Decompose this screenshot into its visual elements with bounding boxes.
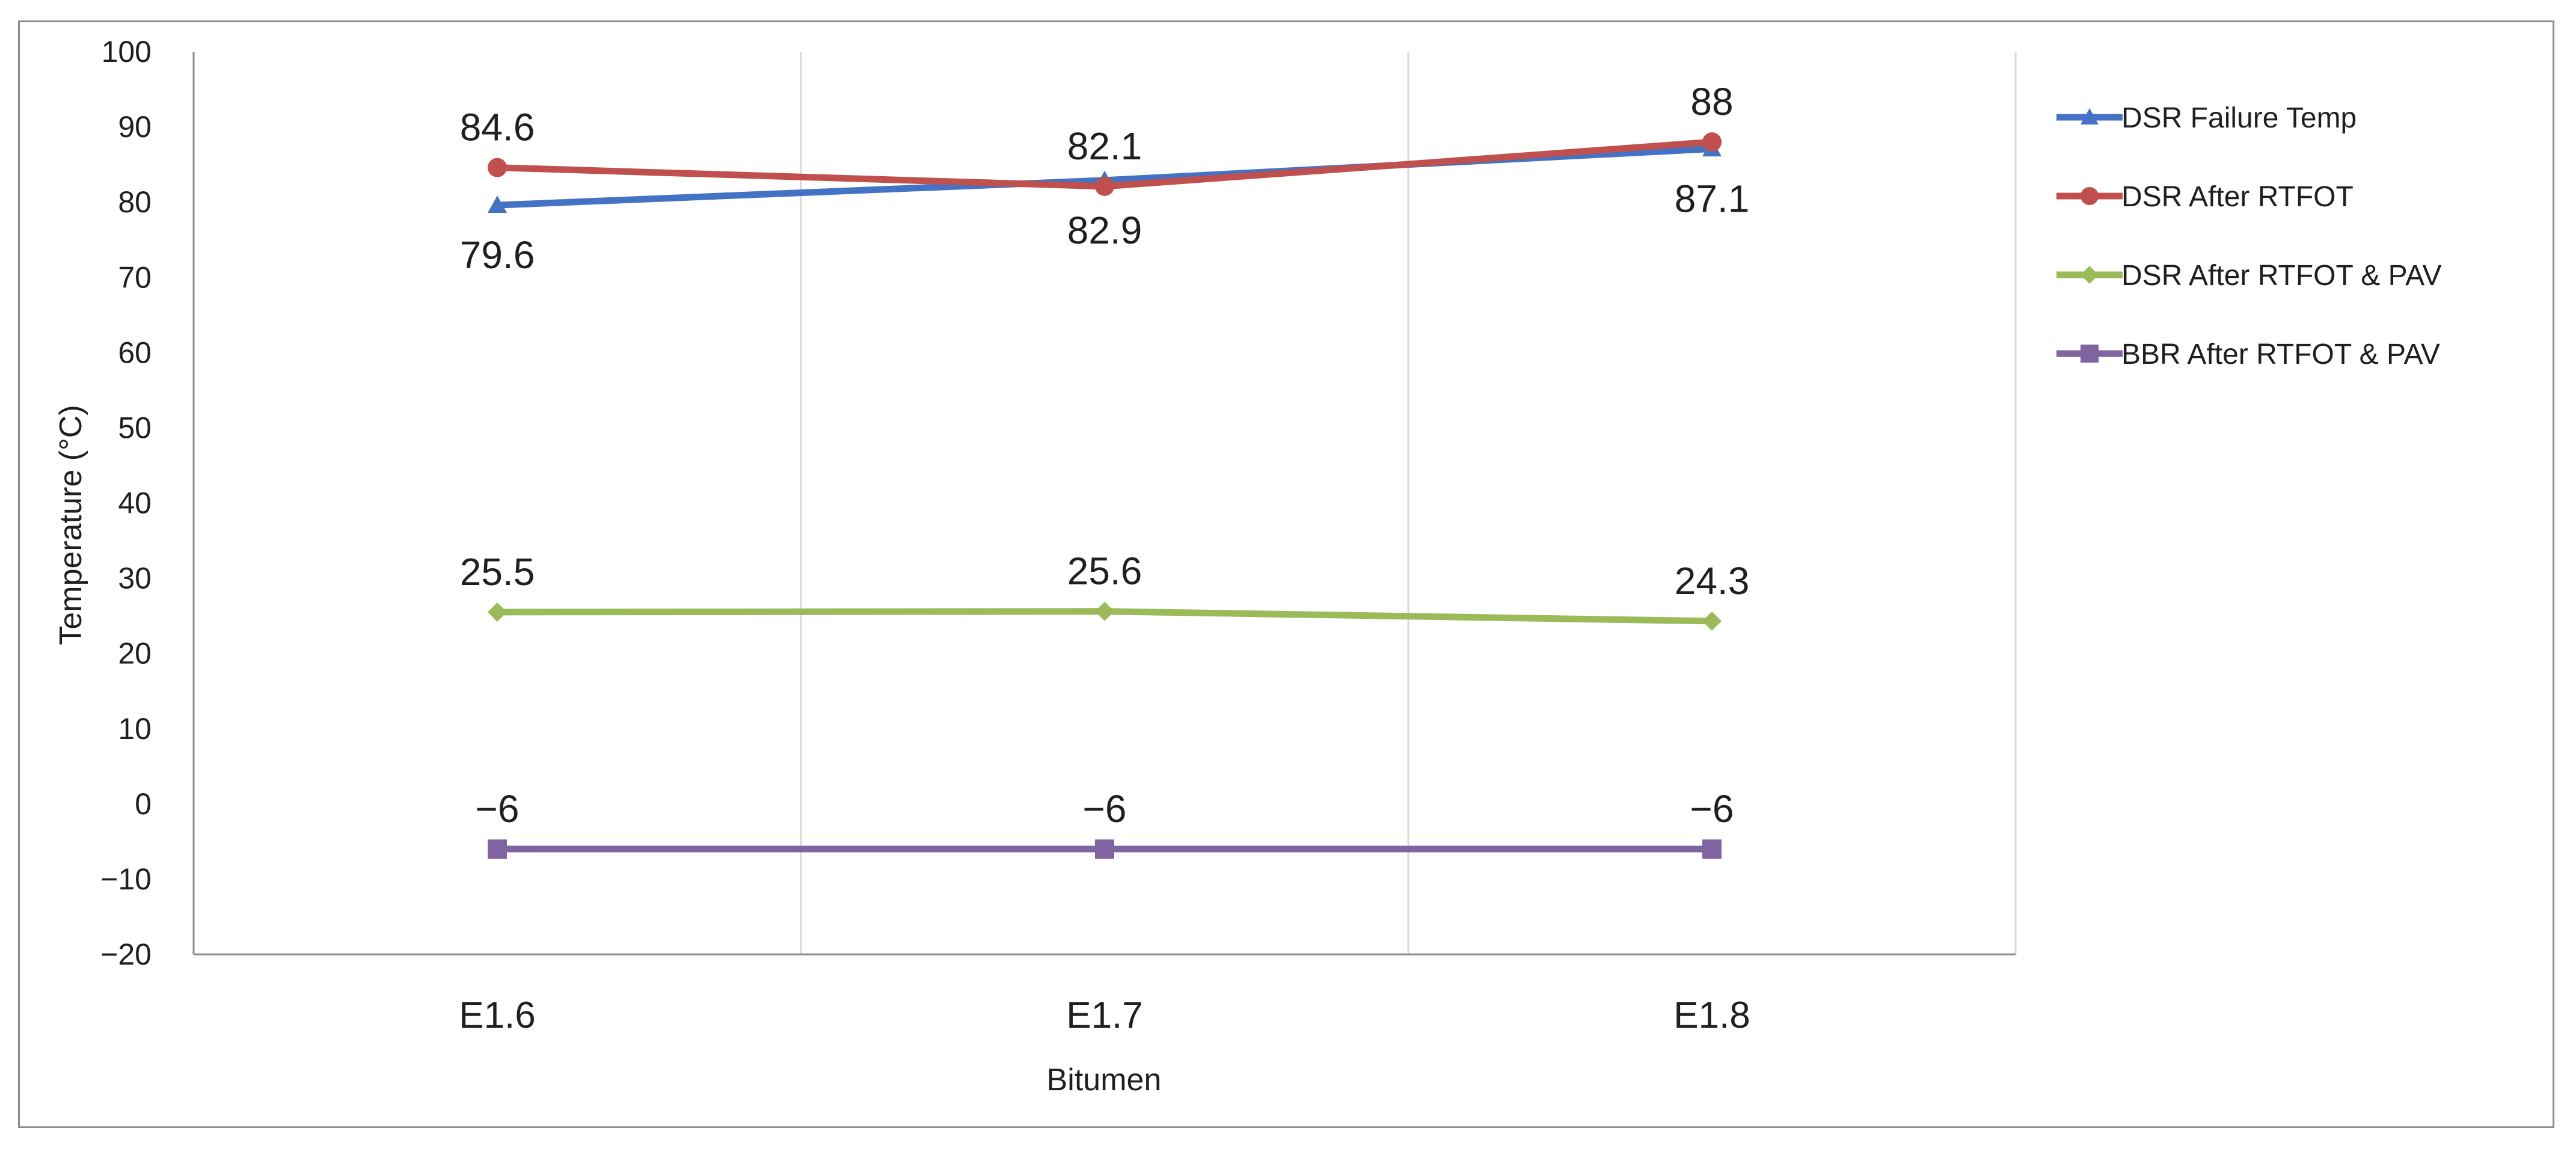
data-label: 24.3 [1675,559,1750,603]
data-point [1095,176,1114,196]
x-tick-label: E1.8 [1673,995,1750,1036]
data-point [1702,839,1722,859]
axes: −20 −10 0 10 20 30 40 50 60 70 80 90 100 E1.6 E1.7 E1.8 [100,35,2016,1036]
legend-entry: DSR After RTFOT [2056,181,2354,213]
data-label: 79.6 [460,233,535,277]
chart-frame [18,20,2554,1128]
legend-marker [2081,108,2099,124]
data-label: −6 [476,787,520,830]
y-axis-title: Temperature (°C) [54,405,88,645]
legend-label: DSR Failure Temp [2121,102,2357,134]
data-point [1095,839,1114,859]
y-tick-label: 70 [118,260,152,294]
data-label: 25.5 [460,550,535,594]
legend-entry: DSR Failure Temp [2056,102,2357,134]
data-point [1702,132,1722,152]
data-label: −6 [1083,787,1127,830]
y-tick-label: 60 [118,336,152,369]
data-point [488,158,507,177]
y-tick-label: 40 [118,486,152,520]
y-tick-label: 30 [118,562,152,595]
data-labels: 79.6 82.9 87.1 84.6 82.1 88 25.5 25.6 24.3 −6 −6 −6 [460,80,1750,830]
legend-entry: BBR After RTFOT & PAV [2056,339,2440,370]
y-tick-label: 90 [118,110,152,144]
legend-label: DSR After RTFOT [2121,181,2354,213]
data-label: 82.9 [1067,209,1142,252]
y-tick-label: 80 [118,185,152,219]
y-tick-label: 50 [118,411,152,444]
y-tick-label: −10 [100,862,152,896]
data-label: 87.1 [1675,177,1750,220]
data-label: −6 [1690,787,1734,830]
data-point [488,602,507,622]
gridlines [800,52,2017,954]
legend-marker [2081,187,2099,205]
data-point [488,195,507,213]
x-axis-title: Bitumen [1047,1063,1162,1097]
legend-marker [2081,266,2099,284]
data-point [1095,601,1114,621]
x-tick-label: E1.6 [459,995,536,1036]
data-label: 82.1 [1067,124,1142,168]
y-tick-label: 20 [118,637,152,671]
y-tick-label: −20 [100,938,152,971]
data-label: 84.6 [460,106,535,149]
data-point [1702,611,1722,631]
series-lines [488,132,1722,859]
y-tick-label: 10 [118,712,152,746]
data-label: 88 [1690,80,1733,123]
data-point [488,839,507,859]
legend: DSR Failure Temp DSR After RTFOT DSR After… [2056,102,2442,370]
x-tick-label: E1.7 [1066,995,1143,1036]
legend-label: DSR After RTFOT & PAV [2121,260,2442,292]
data-label: 25.6 [1067,550,1142,593]
legend-marker [2081,345,2099,363]
y-tick-label: 0 [135,787,152,821]
legend-entry: DSR After RTFOT & PAV [2056,260,2442,292]
y-tick-label: 100 [102,35,152,69]
legend-label: BBR After RTFOT & PAV [2121,339,2440,370]
